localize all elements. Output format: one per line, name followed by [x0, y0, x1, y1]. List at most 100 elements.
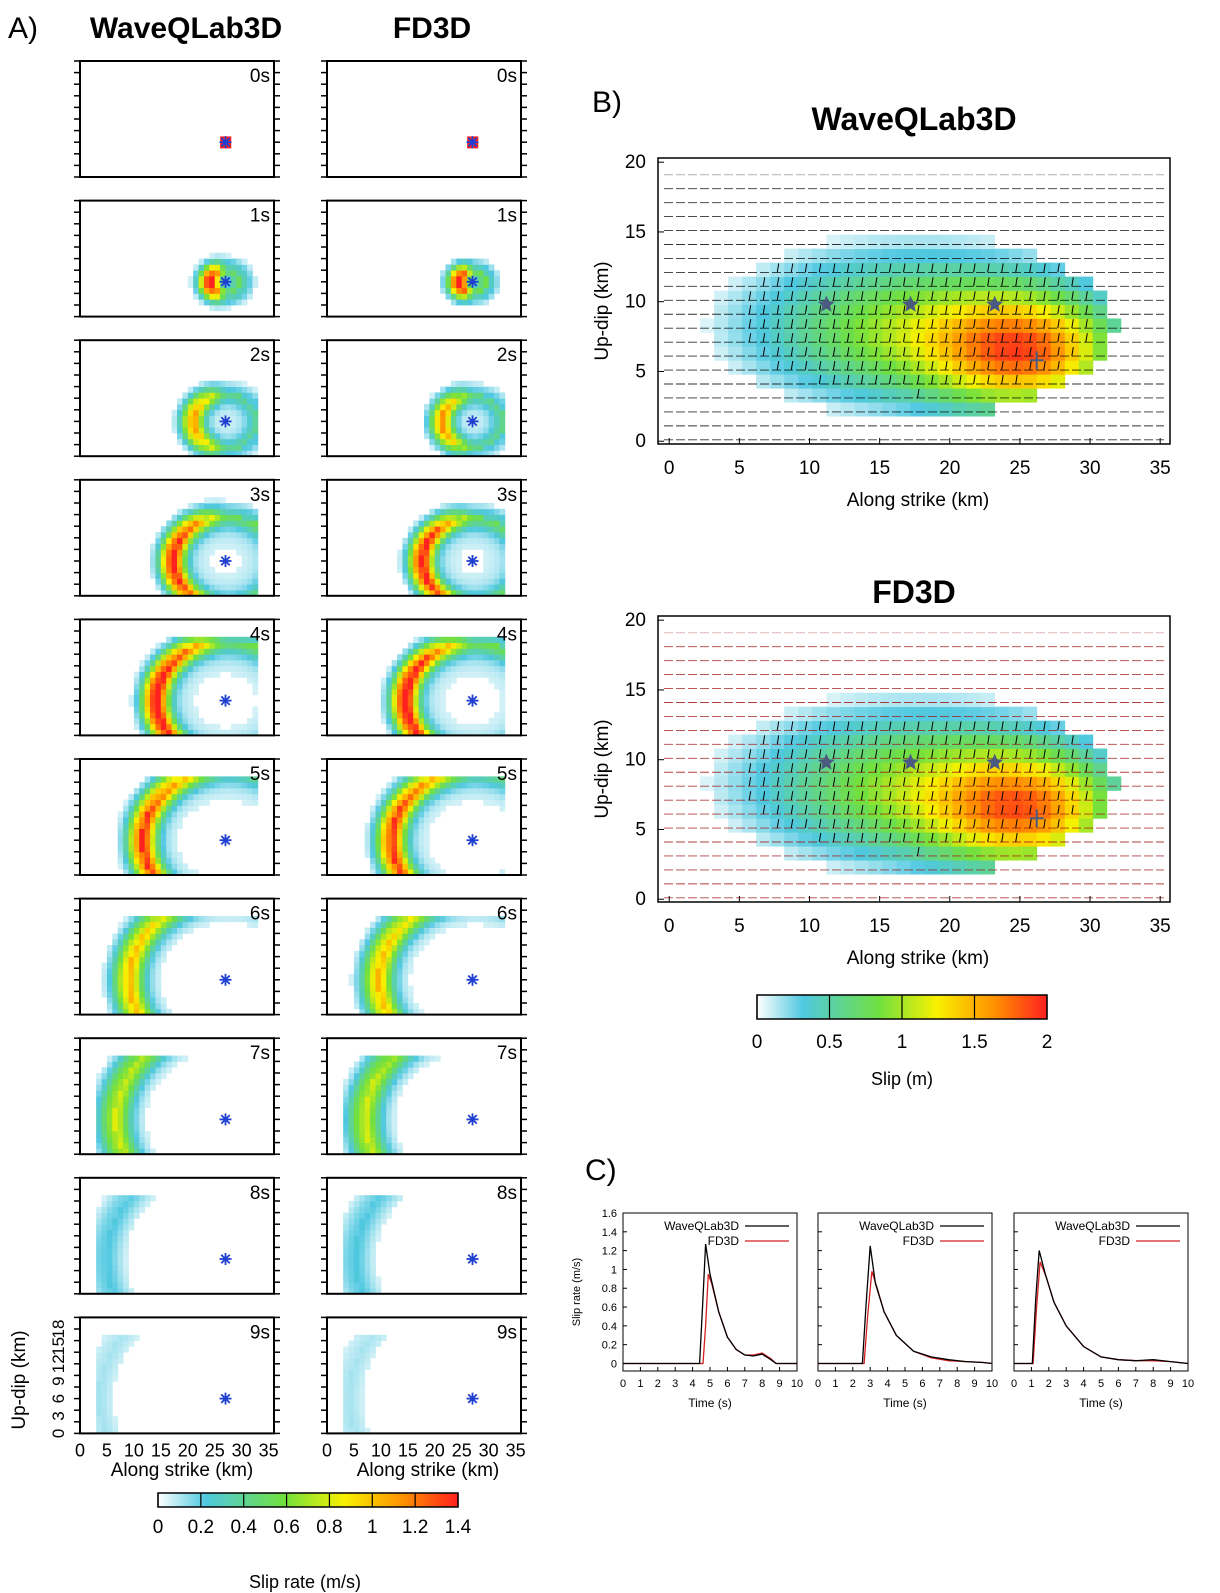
slip-rate-cell	[230, 398, 237, 405]
slip-rate-cell	[133, 1136, 140, 1143]
slip-rate-cell	[171, 549, 178, 556]
slip-rate-cell	[166, 572, 173, 579]
slip-rate-cell	[193, 503, 199, 510]
snapshot-wave-t3: 3s	[74, 478, 280, 597]
slip-vector	[804, 347, 808, 357]
slip-rate-cell	[359, 974, 366, 981]
slip-cell	[868, 846, 883, 861]
slip-rate-cell	[450, 660, 457, 667]
slip-rate-cell	[203, 270, 210, 277]
slip-rate-cell	[440, 700, 446, 707]
slip-rate-cell	[187, 555, 194, 562]
slip-vector	[860, 347, 864, 357]
panel-a-title-wave: WaveQLab3D	[90, 12, 282, 45]
slip-rate-cell	[128, 817, 135, 824]
slip-rate-cell	[461, 788, 468, 795]
slip-vector	[931, 374, 934, 385]
slip-rate-cell	[418, 677, 425, 684]
slip-rate-cell	[418, 636, 425, 643]
slip-rate-cell	[488, 729, 495, 736]
slip-rate-cell	[375, 927, 382, 934]
slip-rate-cell	[494, 537, 500, 544]
slip-rate-cell	[353, 991, 360, 998]
slip-rate-cell	[144, 1084, 151, 1091]
slip-rate-cell	[375, 1288, 382, 1295]
slip-rate-cell	[96, 1264, 102, 1271]
slip-rate-cell	[461, 543, 468, 550]
slip-rate-cell	[139, 974, 146, 981]
slip-rate-cell	[407, 561, 414, 568]
slip-rate-cell	[187, 404, 194, 411]
slip-rate-cell	[177, 584, 183, 591]
slip-vector	[762, 347, 766, 357]
slip-rate-cell	[353, 1352, 360, 1359]
slip-cell	[868, 706, 883, 722]
slip-rate-cell	[112, 974, 119, 981]
slip-rate-cell	[166, 712, 173, 719]
slip-rate-cell	[117, 1235, 124, 1242]
slip-vector	[973, 291, 976, 301]
slip-rate-cell	[252, 654, 259, 661]
slip-rate-cell	[440, 654, 446, 661]
slip-rate-cell	[187, 642, 194, 649]
slip-rate-cell	[370, 1067, 376, 1074]
slip-rate-cell	[209, 421, 216, 428]
slip-rate-cell	[440, 438, 446, 445]
slip-rate-cell	[236, 532, 243, 539]
slip-cell	[938, 402, 953, 417]
slip-rate-cell	[343, 1288, 349, 1295]
slip-rate-cell	[494, 642, 500, 649]
slip-rate-cell	[171, 689, 178, 696]
slip-rate-cell	[241, 636, 248, 643]
slip-vector	[762, 749, 766, 759]
slip-rate-cell	[252, 921, 259, 928]
slip-rate-cell	[386, 817, 393, 824]
slip-vector	[762, 763, 766, 773]
slip-rate-cell	[494, 683, 500, 690]
slip-cell	[1078, 360, 1094, 375]
slip-rate-cell	[96, 1073, 102, 1080]
slip-rate-cell	[450, 788, 457, 795]
slip-rate-cell	[402, 706, 409, 713]
slip-rate-cell	[133, 974, 140, 981]
slip-rate-cell	[391, 1113, 398, 1120]
slip-rate-cell	[413, 718, 420, 725]
slip-rate-cell	[225, 660, 232, 667]
slip-rate-cell	[106, 1003, 113, 1010]
slip-rate-cell	[177, 822, 183, 829]
slip-rate-cell	[494, 433, 500, 440]
slip-rate-cell	[214, 782, 221, 789]
slip-rate-cell	[472, 386, 479, 393]
slip-rate-cell	[203, 723, 210, 730]
slip-rate-cell	[434, 718, 441, 725]
slip-rate-cell	[413, 869, 420, 876]
slip-rate-cell	[391, 962, 398, 969]
slip-rate-cell	[397, 974, 403, 981]
slip-rate-cell	[160, 729, 167, 736]
slip-rate-cell	[397, 840, 403, 847]
slip-rate-cell	[424, 933, 430, 940]
slip-rate-cell	[128, 933, 135, 940]
slip-rate-cell	[434, 537, 441, 544]
slip-rate-cell	[429, 409, 436, 416]
slip-cell	[868, 402, 883, 417]
slip-rate-cell	[182, 526, 189, 533]
slip-rate-cell	[166, 851, 173, 858]
slip-rate-cell	[198, 549, 205, 556]
slip-rate-cell	[467, 404, 473, 411]
slip-cell	[854, 692, 869, 708]
slip-rate-cell	[429, 578, 436, 585]
slip-rate-cell	[477, 788, 484, 795]
slip-vector	[945, 319, 948, 329]
slip-rate-cell	[397, 939, 403, 946]
slip-rate-cell	[477, 729, 484, 736]
slip-rate-cell	[247, 671, 253, 678]
slip-rate-cell	[450, 584, 457, 591]
slip-rate-cell	[348, 1352, 355, 1359]
slip-rate-cell	[171, 677, 178, 684]
slip-rate-cell	[193, 433, 199, 440]
slip-rate-cell	[193, 444, 199, 451]
slip-rate-cell	[440, 689, 446, 696]
slip-rate-cell	[193, 916, 199, 923]
slip-rate-cell	[499, 398, 506, 405]
